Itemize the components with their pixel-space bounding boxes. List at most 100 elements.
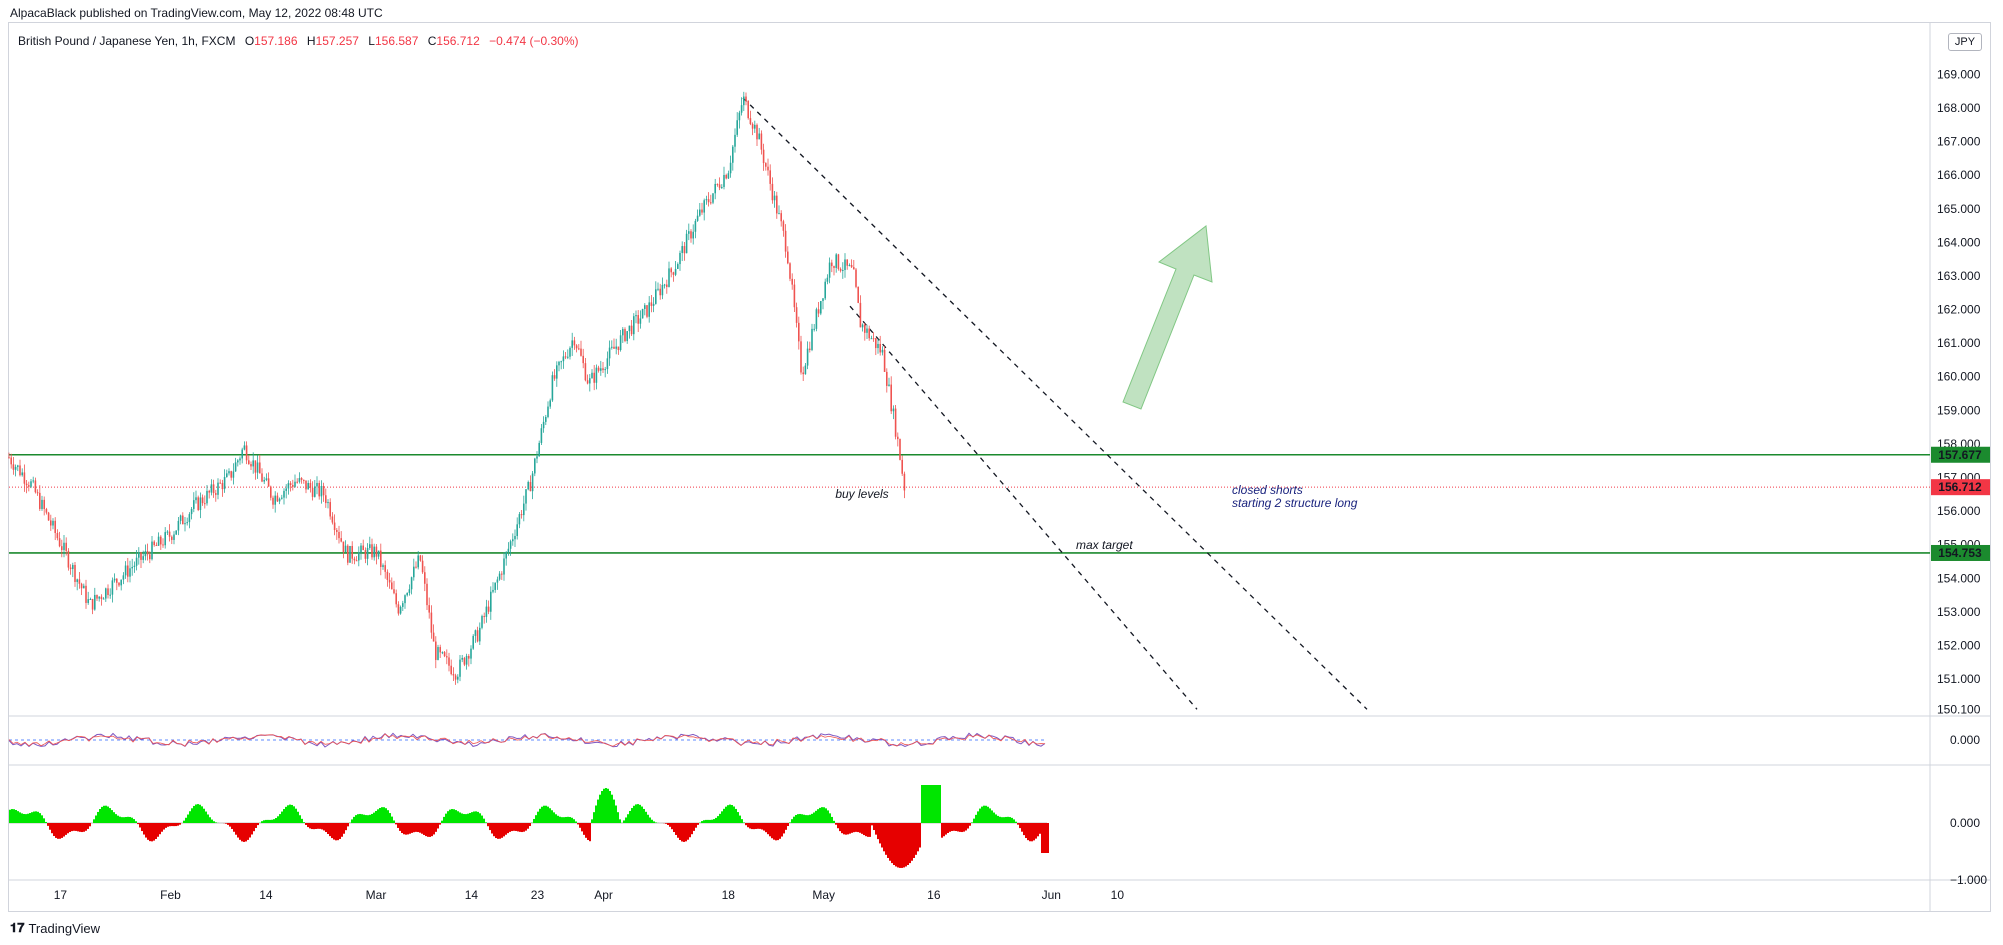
indicator2-bar — [533, 818, 535, 823]
candle-body — [740, 105, 743, 113]
candle-body — [448, 657, 450, 666]
indicator1-line-b — [8, 733, 1046, 747]
chart-annotation: closed shorts — [1232, 483, 1303, 497]
candle-body — [639, 318, 642, 324]
indicator2-bar — [177, 823, 179, 826]
candle-body — [459, 659, 461, 677]
candle-body — [105, 588, 107, 599]
indicator2-bar — [381, 807, 383, 823]
x-tick-label: Feb — [160, 888, 181, 902]
currency-badge[interactable]: JPY — [1948, 33, 1982, 51]
indicator2-bar — [941, 823, 943, 838]
indicator2-bar — [57, 823, 59, 839]
indicator2-bar — [325, 823, 327, 833]
x-tick-label: Mar — [366, 888, 387, 902]
indicator2-bar — [303, 822, 305, 823]
candle-body — [822, 298, 824, 302]
x-tick-label: 14 — [259, 888, 273, 902]
footer-brand: TradingView — [28, 920, 101, 936]
candle-body — [237, 460, 239, 463]
indicator2-bar — [895, 823, 897, 867]
candle-body — [234, 462, 237, 472]
candle-body — [461, 657, 463, 660]
indicator2-bar — [697, 823, 699, 825]
indicator2-bar — [703, 820, 705, 823]
indicator2-bar — [747, 823, 749, 828]
indicator2-min-label: −1.000 — [1950, 873, 1987, 887]
indicator2-bar — [717, 816, 719, 823]
candle-body — [309, 482, 312, 488]
indicator2-bar — [149, 823, 151, 842]
candle-body — [221, 483, 224, 490]
indicator2-bar — [215, 822, 217, 823]
indicator2-bar — [961, 823, 963, 833]
candle-body — [382, 565, 384, 567]
candle-body — [479, 627, 481, 642]
candle-body — [848, 265, 851, 267]
candle-body — [50, 520, 52, 526]
indicator2-bar — [535, 815, 537, 823]
candle-body — [626, 331, 628, 342]
candle-body — [864, 324, 866, 333]
indicator2-bar — [551, 810, 553, 823]
indicator2-bar — [963, 823, 965, 832]
indicator2-bar — [405, 823, 407, 835]
candle-body — [820, 301, 822, 314]
candle-body — [738, 112, 741, 121]
candle-body — [127, 565, 129, 577]
candle-body — [61, 546, 63, 551]
indicator2-bar — [291, 804, 293, 823]
low-label: L — [368, 34, 375, 48]
footer[interactable]: 𝟏𝟕 TradingView — [10, 920, 100, 936]
indicator2-bar — [517, 823, 519, 832]
indicator2-bar — [527, 823, 529, 829]
candle-body — [47, 512, 50, 521]
candle-body — [80, 583, 83, 589]
indicator2-bar — [749, 823, 751, 829]
candle-body — [256, 462, 259, 473]
candle-body — [892, 408, 895, 412]
candle-body — [487, 606, 490, 612]
indicator2-bar — [1025, 823, 1027, 839]
candle-body — [672, 272, 675, 275]
indicator2-bar — [411, 823, 413, 833]
candle-body — [677, 264, 679, 269]
candle-body — [58, 538, 61, 547]
indicator2-bar — [789, 822, 791, 823]
indicator2-bar — [515, 823, 517, 831]
candle-body — [791, 278, 793, 285]
indicator2-bar — [309, 823, 311, 829]
candle-body — [529, 482, 532, 492]
indicator2-bar — [589, 823, 591, 842]
indicator2-bar — [1021, 823, 1023, 832]
candle-body — [397, 604, 400, 614]
candle-body — [718, 184, 721, 188]
candle-body — [593, 372, 595, 383]
indicator2-bar — [415, 823, 417, 832]
candle-body — [32, 480, 34, 482]
indicator2-bar — [237, 823, 239, 838]
indicator2-bar — [443, 816, 445, 823]
indicator2-bar — [929, 785, 931, 823]
indicator2-bar — [701, 821, 703, 823]
indicator2-bar — [707, 819, 709, 823]
candle-body — [364, 550, 367, 559]
candle-body — [285, 488, 287, 491]
indicator2-bar — [675, 823, 677, 835]
indicator2-bar — [543, 805, 545, 823]
candle-body — [613, 346, 615, 349]
indicator2-bar — [881, 823, 883, 848]
indicator2-bar — [457, 811, 459, 823]
candle-body — [157, 536, 160, 546]
candle-body — [245, 445, 248, 461]
candle-body — [743, 96, 745, 106]
indicator2-bar — [959, 823, 961, 832]
candle-body — [457, 676, 459, 680]
indicator2-bar — [579, 823, 581, 828]
indicator2-bar — [737, 812, 739, 823]
indicator2-bar — [89, 823, 91, 827]
candle-body — [617, 346, 620, 351]
indicator2-bar — [719, 813, 721, 823]
candle-body — [263, 479, 265, 482]
